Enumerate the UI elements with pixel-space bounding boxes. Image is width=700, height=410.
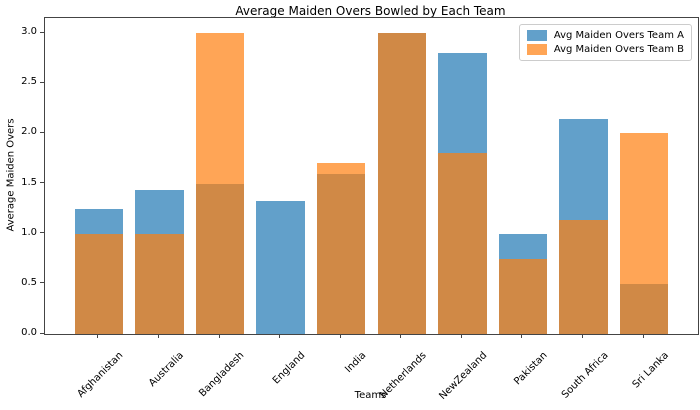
y-tick-label: 1.0 bbox=[21, 226, 37, 238]
plot-area: Avg Maiden Overs Team A Avg Maiden Overs… bbox=[44, 17, 699, 335]
x-tick-mark bbox=[582, 334, 583, 338]
x-tick-mark bbox=[339, 334, 341, 338]
x-tick-mark bbox=[460, 334, 462, 338]
y-tick-label: 1.5 bbox=[21, 176, 37, 188]
y-tick-label: 2.5 bbox=[21, 76, 37, 88]
y-tick-label: 0.5 bbox=[21, 276, 37, 288]
bar-series-0-england bbox=[256, 200, 305, 334]
y-tick-mark bbox=[40, 282, 44, 284]
x-tick-mark bbox=[279, 334, 281, 338]
bar-series-1-sri-lanka bbox=[619, 133, 669, 334]
y-tick-mark bbox=[40, 131, 44, 133]
bar-series-1-australia bbox=[135, 233, 184, 334]
bar-series-1-afghanistan bbox=[74, 233, 124, 334]
legend-label-team-a: Avg Maiden Overs Team A bbox=[553, 30, 684, 41]
x-tick-mark bbox=[642, 334, 644, 338]
y-tick-mark bbox=[40, 232, 44, 234]
x-tick-mark bbox=[97, 334, 99, 338]
bar-series-1-bangladesh bbox=[195, 33, 245, 334]
y-tick-mark bbox=[40, 31, 44, 33]
x-tick-mark bbox=[218, 334, 220, 338]
legend-entry-team-a: Avg Maiden Overs Team A bbox=[526, 30, 684, 41]
legend-entry-team-b: Avg Maiden Overs Team B bbox=[526, 44, 684, 55]
bar-series-1-netherlands bbox=[377, 33, 426, 334]
chart-title: Average Maiden Overs Bowled by Each Team bbox=[235, 4, 506, 18]
y-tick-mark bbox=[40, 182, 44, 184]
bar-series-1-south-africa bbox=[559, 219, 608, 334]
bar-series-1-india bbox=[316, 163, 366, 334]
x-axis-label: Teams bbox=[354, 390, 387, 401]
y-tick-mark bbox=[40, 81, 44, 83]
legend-swatch-team-b bbox=[526, 44, 547, 55]
bar-series-1-newzealand bbox=[438, 153, 487, 334]
x-tick-mark bbox=[521, 334, 523, 338]
x-tick-mark bbox=[400, 334, 402, 338]
legend: Avg Maiden Overs Team A Avg Maiden Overs… bbox=[518, 24, 692, 61]
y-tick-label: 3.0 bbox=[21, 26, 37, 38]
bars-layer bbox=[45, 18, 698, 334]
y-tick-label: 2.0 bbox=[21, 126, 37, 138]
y-tick-mark bbox=[40, 332, 44, 334]
bar-series-1-pakistan bbox=[498, 258, 548, 334]
legend-swatch-team-a bbox=[526, 30, 547, 41]
x-tick-mark bbox=[157, 334, 159, 338]
y-tick-label: 0.0 bbox=[21, 327, 37, 338]
legend-label-team-b: Avg Maiden Overs Team B bbox=[553, 44, 684, 55]
x-tick-label-sri-lanka: Sri Lanka bbox=[493, 343, 670, 390]
x-tick-label-text: Sri Lanka bbox=[630, 350, 671, 391]
